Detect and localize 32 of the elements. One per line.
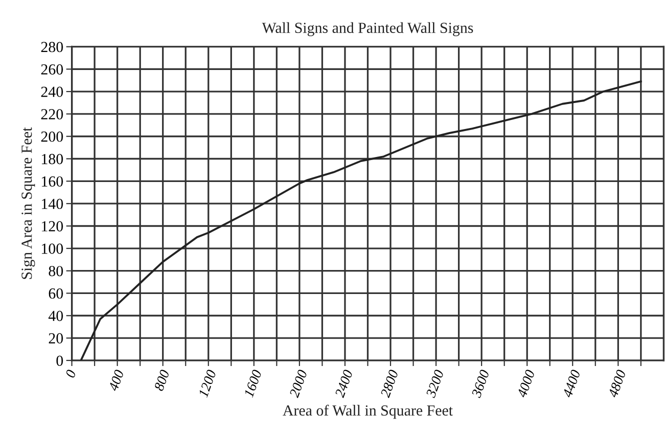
x-tick-label: 400 — [108, 369, 124, 392]
line-series — [80, 80, 642, 360]
x-tick-label: 1200 — [198, 369, 216, 398]
y-tick-label: 100 — [42, 244, 63, 254]
chart-title: Wall Signs and Painted Wall Signs — [262, 22, 473, 36]
y-tick-label: 80 — [48, 266, 63, 276]
x-tick-label: 1600 — [244, 369, 262, 398]
y-tick-label: 60 — [48, 288, 63, 299]
y-tick-label: 140 — [42, 198, 63, 210]
y-axis-title: Sign Area in Square Feet — [22, 127, 36, 279]
y-tick-label: 0 — [56, 356, 63, 366]
y-tick-label: 120 — [42, 221, 63, 232]
x-tick-label: 4800 — [608, 369, 626, 398]
y-tick-label: 260 — [41, 64, 63, 75]
x-tick-label: 3200 — [426, 369, 444, 398]
x-tick-label: 2400 — [334, 369, 353, 398]
y-tick-label: 40 — [48, 310, 63, 322]
y-tick-label: 160 — [42, 176, 63, 187]
x-tick-label: 4400 — [562, 369, 581, 398]
x-axis-title: Area of Wall in Square Feet — [282, 404, 453, 419]
x-tick-label: 0 — [65, 369, 76, 378]
y-tick-label: 240 — [41, 86, 63, 97]
y-tick-label: 200 — [41, 132, 63, 142]
x-tick-label: 2000 — [289, 369, 308, 398]
y-tick-label: 180 — [42, 154, 63, 164]
x-tick-label: 800 — [154, 369, 170, 392]
y-tick-label: 280 — [41, 42, 63, 52]
y-tick-label: 20 — [48, 333, 63, 344]
x-tick-label: 2800 — [380, 369, 398, 398]
y-tick-label: 220 — [41, 109, 63, 120]
x-tick-label: 4000 — [516, 369, 536, 398]
x-tick-label: 3600 — [471, 369, 490, 398]
